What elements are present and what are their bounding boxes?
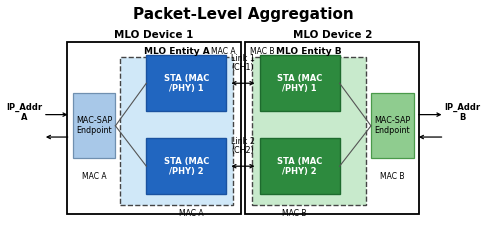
Bar <box>260 55 339 111</box>
Bar <box>146 55 226 111</box>
Text: Packet-Level Aggregation: Packet-Level Aggregation <box>132 7 354 22</box>
Bar <box>120 57 233 205</box>
Text: IP_Addr
B: IP_Addr B <box>445 103 481 122</box>
Text: MAC A: MAC A <box>211 47 236 56</box>
Text: MLO Device 1: MLO Device 1 <box>114 30 193 40</box>
Text: MAC B: MAC B <box>282 209 307 218</box>
Text: MLO Entity B: MLO Entity B <box>276 47 342 56</box>
Bar <box>252 57 366 205</box>
Text: MAC-SAP
Endpoint: MAC-SAP Endpoint <box>76 116 112 135</box>
Text: MLO Device 2: MLO Device 2 <box>293 30 372 40</box>
Bar <box>371 93 413 158</box>
Text: IP_Addr
A: IP_Addr A <box>6 103 43 122</box>
Text: STA (MAC
/PHY) 1: STA (MAC /PHY) 1 <box>277 74 322 93</box>
Bar <box>146 138 226 194</box>
Text: MAC B: MAC B <box>249 47 274 56</box>
Text: STA (MAC
/PHY) 2: STA (MAC /PHY) 2 <box>277 157 322 175</box>
Text: MAC B: MAC B <box>380 172 405 181</box>
Bar <box>67 42 241 214</box>
Bar <box>73 93 115 158</box>
Text: STA (MAC
/PHY) 1: STA (MAC /PHY) 1 <box>164 74 209 93</box>
Text: STA (MAC
/PHY) 2: STA (MAC /PHY) 2 <box>164 157 209 175</box>
Text: MAC-SAP
Endpoint: MAC-SAP Endpoint <box>374 116 411 135</box>
Bar <box>260 138 339 194</box>
Text: MAC A: MAC A <box>179 209 204 218</box>
Text: Link 2
(CH2): Link 2 (CH2) <box>231 137 255 155</box>
Text: Link 1
(CH1): Link 1 (CH1) <box>231 54 255 72</box>
Bar <box>245 42 419 214</box>
Text: MLO Entity A: MLO Entity A <box>144 47 209 56</box>
Text: MAC A: MAC A <box>82 172 107 181</box>
